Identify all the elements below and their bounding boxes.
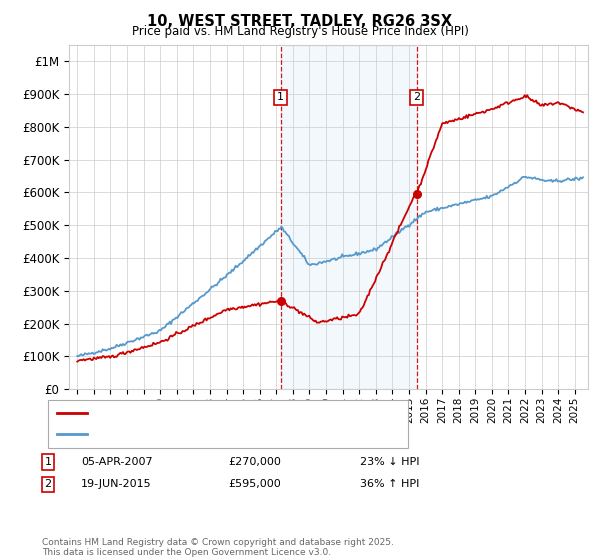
Text: HPI: Average price, detached house, Basingstoke and Deane: HPI: Average price, detached house, Basi… xyxy=(93,429,409,439)
Text: £595,000: £595,000 xyxy=(228,479,281,489)
Text: Price paid vs. HM Land Registry's House Price Index (HPI): Price paid vs. HM Land Registry's House … xyxy=(131,25,469,38)
Text: 10, WEST STREET, TADLEY, RG26 3SX (detached house): 10, WEST STREET, TADLEY, RG26 3SX (detac… xyxy=(93,408,384,418)
Bar xyxy=(281,45,417,389)
Text: 2: 2 xyxy=(44,479,52,489)
Text: 19-JUN-2015: 19-JUN-2015 xyxy=(81,479,152,489)
Text: 05-APR-2007: 05-APR-2007 xyxy=(81,457,152,467)
Text: £270,000: £270,000 xyxy=(228,457,281,467)
Text: 2: 2 xyxy=(413,92,420,102)
Text: 1: 1 xyxy=(44,457,52,467)
Text: 36% ↑ HPI: 36% ↑ HPI xyxy=(360,479,419,489)
Text: 1: 1 xyxy=(277,92,284,102)
Text: Contains HM Land Registry data © Crown copyright and database right 2025.
This d: Contains HM Land Registry data © Crown c… xyxy=(42,538,394,557)
Text: 10, WEST STREET, TADLEY, RG26 3SX: 10, WEST STREET, TADLEY, RG26 3SX xyxy=(148,14,452,29)
Text: 23% ↓ HPI: 23% ↓ HPI xyxy=(360,457,419,467)
